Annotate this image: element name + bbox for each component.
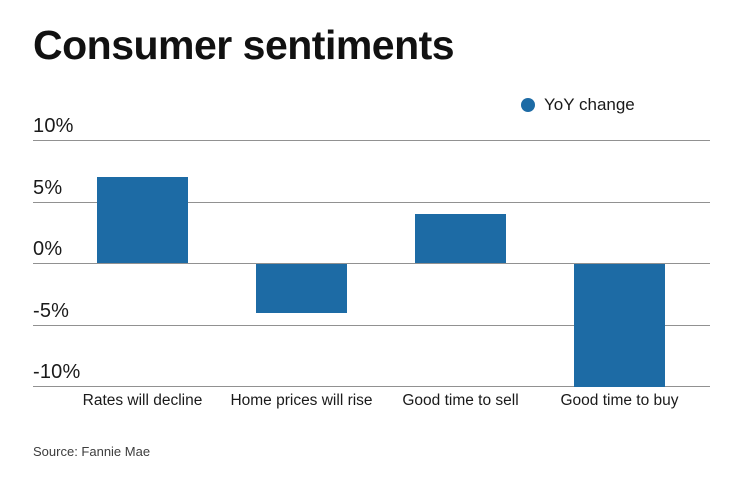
x-axis-category-label: Rates will decline (82, 392, 203, 409)
gridline-0% (33, 263, 710, 264)
bar-good-time-to-buy[interactable] (574, 264, 665, 387)
y-axis-tick-label: 5% (33, 176, 63, 199)
legend-label: YoY change (544, 95, 635, 114)
gridline-10% (33, 140, 710, 141)
bar-home-prices-will-rise[interactable] (256, 264, 347, 313)
x-axis-category-label: Good time to buy (560, 392, 679, 409)
source-note: Source: Fannie Mae (33, 444, 151, 459)
y-axis-tick-label: 10% (33, 115, 74, 137)
bar-rates-will-decline[interactable] (97, 177, 188, 263)
legend[interactable]: YoY change (521, 95, 635, 115)
y-axis-tick-label: 0% (33, 238, 63, 260)
bar-good-time-to-sell[interactable] (415, 214, 506, 263)
gridline-5% (33, 201, 710, 203)
x-axis-category-label: Home prices will rise (230, 392, 373, 409)
gridline--10% (33, 386, 710, 387)
gridline--5% (33, 324, 710, 326)
legend-circle-icon (521, 98, 535, 112)
y-axis-tick-label: -5% (33, 299, 70, 322)
x-axis-category-label: Good time to sell (402, 392, 519, 409)
page-title: Consumer sentiments (33, 22, 455, 68)
y-axis-tick-label: -10% (33, 361, 81, 383)
